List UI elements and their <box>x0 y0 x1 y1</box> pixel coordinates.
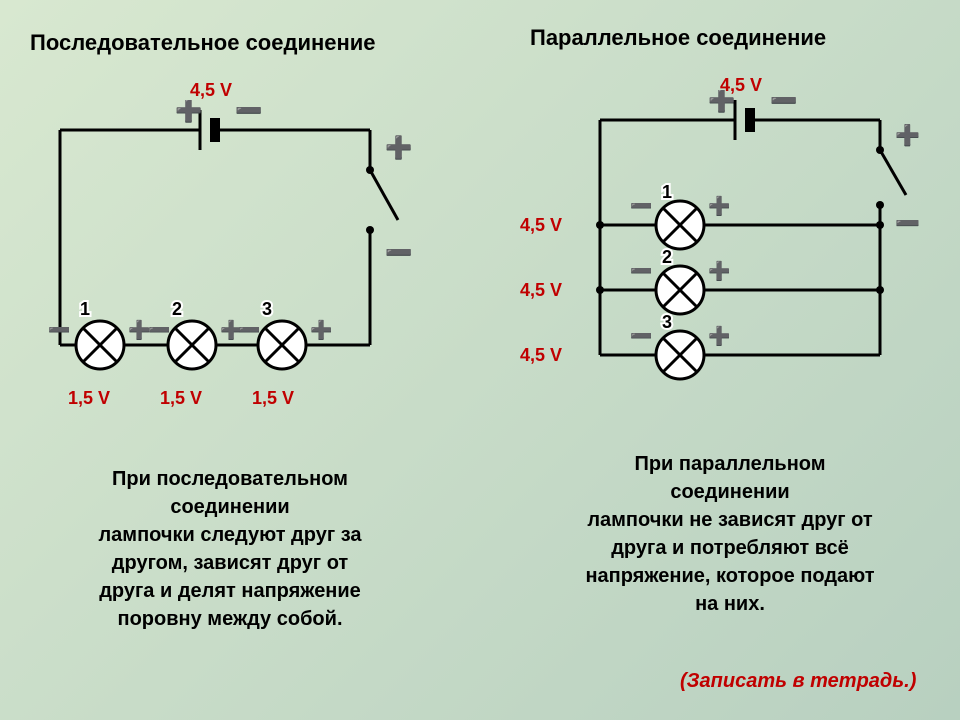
series-lamp-num-2: 2 <box>172 299 182 319</box>
series-description: При последовательном соединении лампочки… <box>40 465 420 633</box>
parallel-lamp-voltage-2: 4,5 V <box>520 280 562 301</box>
parallel-lamp-2 <box>656 266 704 314</box>
svg-text:➖: ➖ <box>385 240 412 265</box>
parallel-lamp-1 <box>656 201 704 249</box>
svg-text:➕: ➕ <box>310 319 332 340</box>
svg-text:➖: ➖ <box>148 320 170 340</box>
svg-text:➕: ➕ <box>708 90 735 113</box>
svg-text:➕: ➕ <box>175 100 202 123</box>
svg-text:➖: ➖ <box>630 196 652 216</box>
svg-text:➖: ➖ <box>630 326 652 346</box>
svg-text:➖: ➖ <box>48 320 70 340</box>
series-lamp-1 <box>76 321 124 369</box>
parallel-lamp-num-1: 1 <box>662 182 672 202</box>
svg-text:➖: ➖ <box>770 90 797 113</box>
svg-text:➖: ➖ <box>630 261 652 281</box>
parallel-title: Параллельное соединение <box>530 25 826 51</box>
svg-text:➖: ➖ <box>235 100 262 123</box>
parallel-circuit: ➕ ➕ ➖ ➖ ➕ ➕ ➖ ➖ 1 1 2 2 3 3 ➖ ➖ ➕ <box>580 90 940 420</box>
note-text: (Записать в тетрадь.) <box>680 670 916 693</box>
svg-text:➕: ➕ <box>708 325 730 346</box>
parallel-lamp-num-3: 3 <box>662 312 672 332</box>
series-lamp-num-1: 1 <box>80 299 90 319</box>
series-title: Последовательное соединение <box>30 30 376 56</box>
series-circuit: ➕ ➕ ➖ ➖ ➕ ➕ ➖ ➖ 1 1 2 2 3 3 ➖ ➖ ➕ ➕ ➖ ➖ … <box>40 100 460 410</box>
svg-text:➕: ➕ <box>708 260 730 281</box>
parallel-description: При параллельном соединении лампочки не … <box>530 450 930 618</box>
series-lamp-num-3: 3 <box>262 299 272 319</box>
svg-text:➖: ➖ <box>238 320 260 340</box>
parallel-lamp-3 <box>656 331 704 379</box>
svg-text:➕: ➕ <box>385 135 412 160</box>
svg-text:➕: ➕ <box>708 195 730 216</box>
parallel-lamp-voltage-1: 4,5 V <box>520 215 562 236</box>
series-battery-voltage: 4,5 V <box>190 80 232 101</box>
series-lamp-3 <box>258 321 306 369</box>
svg-text:➕: ➕ <box>895 123 920 147</box>
parallel-lamp-voltage-3: 4,5 V <box>520 345 562 366</box>
parallel-lamp-num-2: 2 <box>662 247 672 267</box>
svg-text:➖: ➖ <box>895 213 920 235</box>
series-lamp-2 <box>168 321 216 369</box>
